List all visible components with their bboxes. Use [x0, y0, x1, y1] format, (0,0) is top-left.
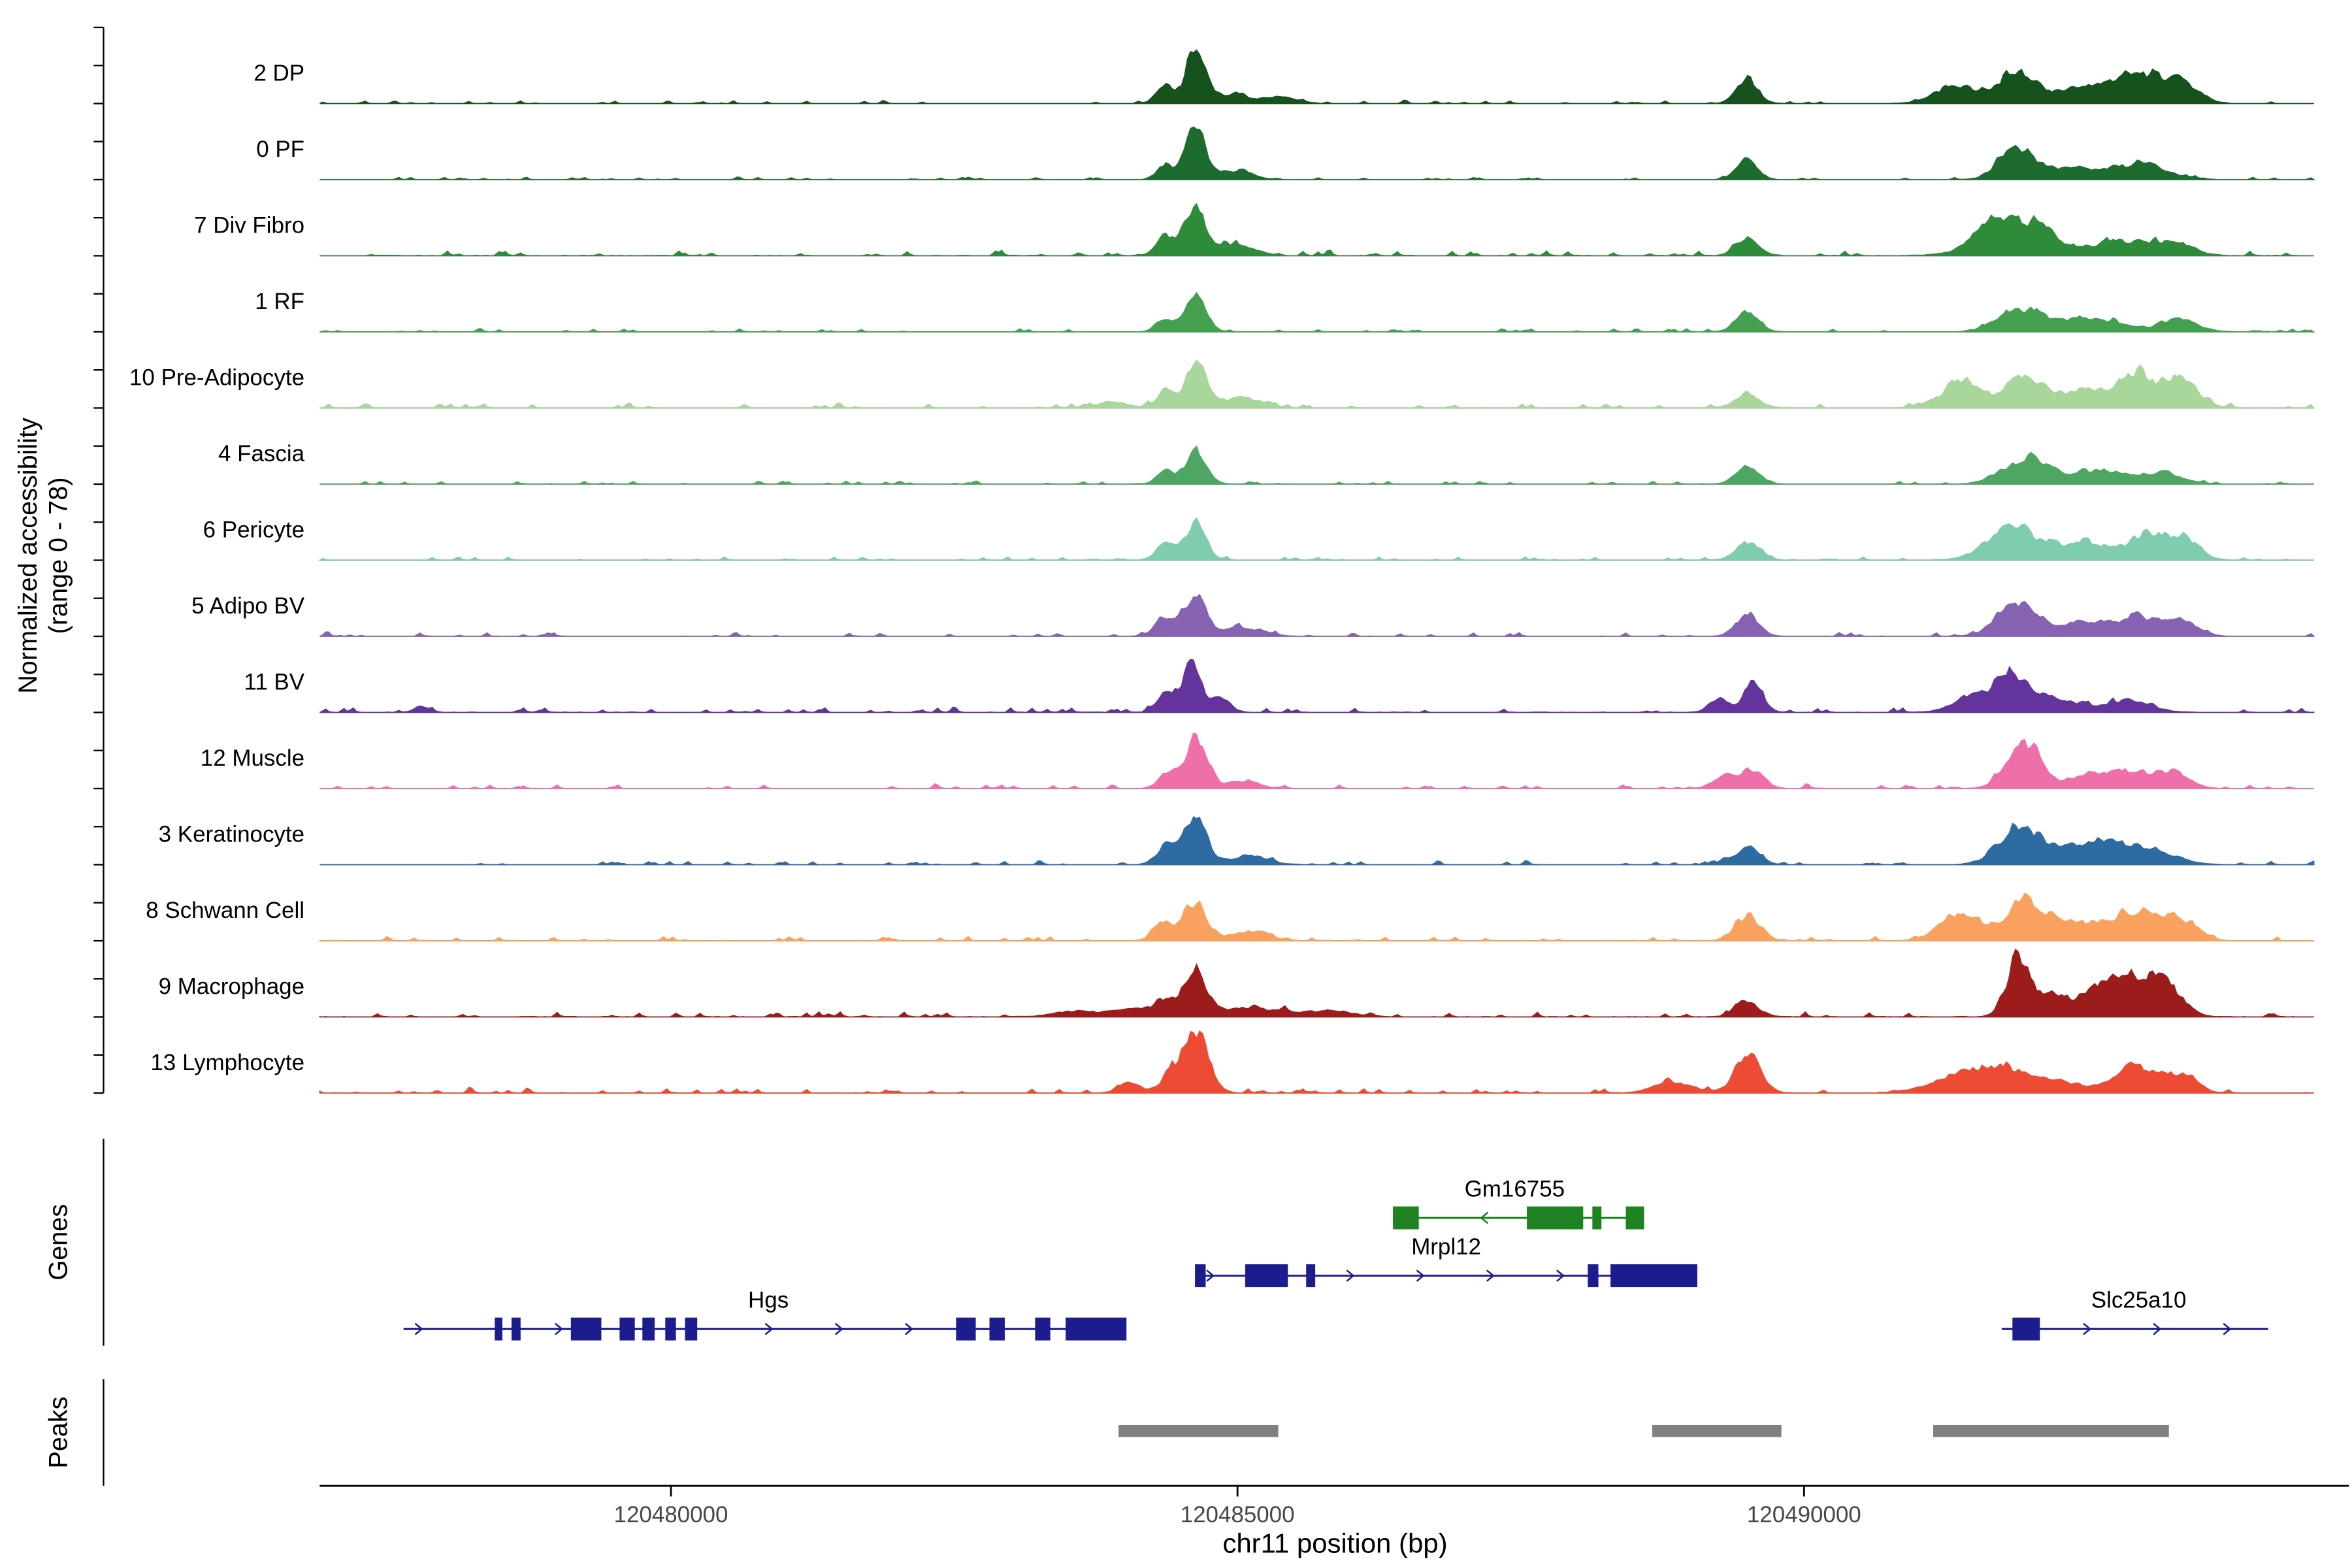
gene-exon [1306, 1264, 1316, 1288]
track-signal-7-div-fibro [319, 203, 2314, 257]
gene-exon [1592, 1206, 1602, 1230]
track-label: 12 Muscle [201, 745, 304, 771]
gene-exon [1588, 1264, 1599, 1288]
gene-name-label: Hgs [748, 1288, 789, 1313]
y-axis-label-line2: (range 0 - 78) [44, 477, 73, 634]
strand-arrow-icon [555, 1323, 564, 1335]
gene-exon [1195, 1264, 1206, 1288]
track-signal-8-schwann-cell [319, 892, 2314, 941]
gene-exon [956, 1317, 976, 1341]
gene-hgs: Hgs [403, 1288, 1127, 1341]
strand-arrow-icon [2083, 1323, 2092, 1335]
gene-name-label: Slc25a10 [2091, 1288, 2187, 1313]
gene-gm16755: Gm16755 [1393, 1176, 1644, 1230]
track-label: 0 PF [256, 137, 304, 162]
track-label: 2 DP [253, 60, 304, 86]
track-label: 9 Macrophage [159, 974, 304, 1000]
gene-exon [495, 1317, 502, 1341]
section-brackets [93, 26, 105, 1486]
gene-exon [1625, 1206, 1644, 1230]
track-label: 8 Schwann Cell [146, 898, 304, 923]
accessibility-tracks: 2 DP 0 PF 7 Div Fibro 1 RF 10 Pre-Adipocyte 4… [129, 49, 2316, 1094]
track-signal-6-pericyte [318, 517, 2314, 561]
track-label: 10 Pre-Adipocyte [129, 365, 304, 391]
peaks-section-label: Peaks [44, 1397, 73, 1469]
peak-region-bar [1933, 1424, 2169, 1437]
track-label: 7 Div Fibro [194, 213, 304, 238]
y-axis-label-line1: Normalized accessibility [14, 417, 42, 694]
gene-exon [989, 1317, 1005, 1341]
gene-mrpl12: Mrpl12 [1195, 1234, 1697, 1288]
x-axis-label: chr11 position (bp) [1222, 1528, 1447, 1559]
gene-exon [570, 1317, 602, 1341]
strand-arrow-icon [1556, 1269, 1565, 1282]
strand-arrow-icon [1346, 1269, 1355, 1282]
strand-arrow-icon [835, 1323, 843, 1335]
gene-exon [1066, 1317, 1127, 1341]
gene-slc25a10: Slc25a10 [2001, 1288, 2268, 1341]
track-signal-0-pf [319, 126, 2316, 180]
strand-arrow-icon [2223, 1323, 2232, 1335]
peak-bars [1119, 1424, 2169, 1437]
track-signal-3-keratinocyte [319, 816, 2315, 866]
track-signal-13-lymphocyte [319, 1030, 2314, 1094]
gene-exon [619, 1317, 635, 1341]
strand-arrow-icon [764, 1323, 774, 1335]
x-axis: 120480000 120485000 120490000 [319, 1484, 2349, 1527]
gene-exon [1527, 1206, 1584, 1230]
track-label: 4 Fascia [218, 441, 305, 466]
track-label: 1 RF [255, 289, 304, 314]
x-axis-tick-label: 120485000 [1181, 1502, 1295, 1527]
gene-exon [1393, 1206, 1419, 1230]
gene-exon [685, 1317, 698, 1341]
x-axis-tick-label: 120480000 [614, 1502, 728, 1527]
peak-region-bar [1652, 1424, 1782, 1437]
track-label: 11 BV [244, 670, 304, 695]
track-signal-11-bv [319, 659, 2315, 713]
strand-arrow-icon [1480, 1212, 1488, 1224]
gene-name-label: Mrpl12 [1411, 1234, 1481, 1260]
strand-arrow-icon [1486, 1269, 1495, 1282]
track-signal-9-macrophage [319, 948, 2314, 1018]
gene-name-label: Gm16755 [1465, 1176, 1565, 1201]
track-label: 13 Lymphocyte [150, 1050, 304, 1075]
genes-section-label: Genes [44, 1204, 73, 1281]
track-label: 3 Keratinocyte [159, 822, 304, 847]
x-axis-tick-label: 120490000 [1747, 1502, 1861, 1527]
track-signal-12-muscle [319, 732, 2314, 789]
track-label: 5 Adipo BV [191, 593, 305, 619]
track-signal-10-pre-adipocyte [319, 359, 2315, 409]
gene-exon [665, 1317, 676, 1341]
strand-arrow-icon [415, 1323, 423, 1335]
gene-exon [1035, 1317, 1051, 1341]
gene-exon [1610, 1264, 1697, 1288]
track-signal-2-dp [319, 49, 2314, 105]
strand-arrow-icon [2153, 1323, 2162, 1335]
gene-models: Hgs Mrpl12 Gm16755 Slc25a10 [403, 1176, 2268, 1341]
peak-region-bar [1119, 1424, 1279, 1437]
track-label: 6 Pericyte [203, 517, 304, 543]
track-signal-4-fascia [319, 445, 2314, 485]
strand-arrow-icon [1416, 1269, 1425, 1282]
gene-exon [2012, 1317, 2040, 1341]
strand-arrow-icon [1206, 1269, 1215, 1282]
track-signal-1-rf [319, 291, 2316, 333]
gene-exon [642, 1317, 655, 1341]
strand-arrow-icon [905, 1323, 913, 1335]
gene-exon [1245, 1264, 1288, 1288]
gene-exon [511, 1317, 521, 1341]
track-signal-5-adipo-bv [319, 593, 2315, 637]
